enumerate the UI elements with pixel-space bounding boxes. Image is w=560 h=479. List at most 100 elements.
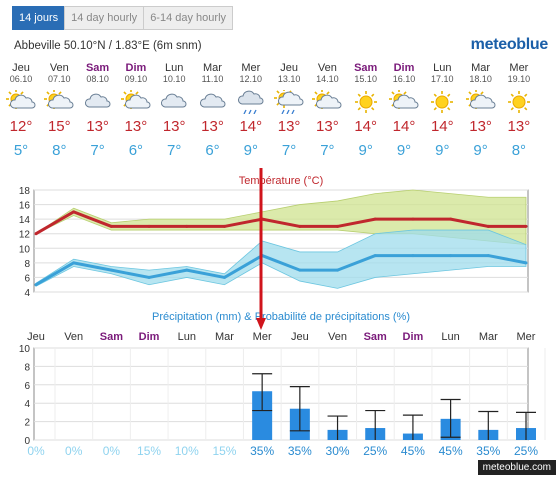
day-column[interactable]: Dim 16.10 14° 9° [385,62,423,160]
precipitation-probability-label: 0% [65,444,83,458]
temperature-point [411,217,415,221]
x-category-label: Dim [139,331,160,343]
brand-logo[interactable]: meteoblue [470,36,549,53]
day-name: Sam [354,62,378,74]
day-column[interactable]: Lun 10.10 13° 7° [155,62,193,160]
x-category-label: Mar [215,331,234,343]
day-name: Mar [471,62,491,74]
tab-6-14-day-hourly[interactable]: 6-14 day hourly [143,6,234,30]
day-column[interactable]: Ven 07.10 15° 8° [40,62,78,160]
min-temperature: 7° [281,142,297,159]
min-temperature: 7° [167,142,182,159]
temperature-point [373,254,377,258]
temperature-point [336,224,340,228]
cloud-icon [161,93,187,108]
day-date: 12.10 [239,74,263,84]
day-name: Mer [241,62,261,74]
day-column[interactable]: Lun 17.10 14° 9° [423,62,461,160]
precipitation-probability-label: 15% [212,444,236,458]
day-column[interactable]: Jeu 06.10 12° 5° [2,62,40,160]
day-column[interactable]: Mer 19.10 13° 8° [500,62,538,160]
precipitation-probability-label: 0% [27,444,45,458]
temperature-point [34,232,38,236]
day-date: 06.10 [9,74,33,84]
sun-cloud-icon [389,90,419,109]
day-name: Ven [49,62,69,74]
precipitation-error-bar [252,373,273,412]
cloud-icon [199,93,225,108]
day-date: 17.10 [431,74,454,84]
max-temperature: 15° [47,118,71,135]
max-temperature: 13° [277,118,301,135]
min-temperature: 6° [128,142,144,159]
precipitation-error-bar [327,415,348,440]
day-column[interactable]: Ven 14.10 13° 7° [308,62,346,160]
y-tick-label: 2 [24,418,30,429]
max-temperature: 13° [124,118,148,135]
temperature-point [449,217,453,221]
temperature-point [147,275,151,279]
x-category-label: Mer [517,331,536,343]
rain-cloud-icon [237,90,264,114]
temperature-point [336,268,340,272]
min-temperature: 9° [358,142,373,159]
day-column[interactable]: Jeu 13.10 13° 7° [270,62,308,160]
current-day-marker [256,168,266,330]
y-tick-label: 10 [19,244,31,255]
x-category-label: Jeu [291,331,309,343]
precipitation-probability-label: 0% [103,444,121,458]
daily-forecast-row: Jeu 06.10 12° 5° Ven 07.10 15° 8° Sam 08.10 13° 7° D… [6,62,546,162]
precipitation-probability-label: 30% [326,444,350,458]
sun-cloud-icon [465,90,496,109]
day-date: 15.10 [354,74,377,84]
sun-rain-icon [274,90,304,114]
temperature-point [72,210,76,214]
precipitation-probability-label: 15% [137,444,161,458]
day-date: 14.10 [316,74,339,84]
day-name: Lun [165,62,184,74]
day-column[interactable]: Sam 15.10 14° 9° [347,62,385,160]
x-category-label: Sam [100,331,123,343]
day-column[interactable]: Sam 08.10 13° 7° [79,62,117,160]
temperature-point [486,224,490,228]
tab-14-jours[interactable]: 14 jours [12,6,66,30]
sun-icon [431,91,454,113]
precipitation-error-bar [365,409,386,440]
precipitation-chart: Précipitation (mm) & Probabilité de préc… [19,311,546,458]
day-column[interactable]: Dim 09.10 13° 6° [117,62,155,160]
temperature-point [222,275,226,279]
day-date: 16.10 [392,74,416,84]
day-date: 09.10 [124,74,148,84]
max-temperature: 13° [201,118,224,135]
temperature-point [298,268,302,272]
day-name: Mer [509,62,529,74]
min-temperature: 7° [90,142,105,159]
sun-cloud-icon [120,90,151,109]
day-column[interactable]: Mar 11.10 13° 6° [194,62,232,160]
max-temperature: 13° [316,118,339,135]
min-temperature: 8° [52,142,67,159]
day-date: 10.10 [162,74,186,84]
temperature-point [109,224,113,228]
tab-14-day-hourly[interactable]: 14 day hourly [64,6,145,30]
min-temperature-line [35,254,527,287]
day-date: 18.10 [469,74,492,84]
day-name: Sam [85,62,110,74]
day-name: Lun [433,62,452,74]
day-column[interactable]: Mer 12.10 14° 9° [232,62,270,160]
day-column[interactable]: Mar 18.10 13° 9° [462,62,500,160]
precipitation-chart-title: Précipitation (mm) & Probabilité de préc… [152,311,410,323]
day-name: Jeu [280,62,298,74]
forecast-tabs: 14 jours 14 day hourly 6-14 day hourly [12,6,234,30]
temperature-point [486,254,490,258]
min-temperature: 8° [511,142,527,159]
min-temperature: 6° [205,142,220,159]
temperature-point [34,283,38,287]
sun-cloud-icon [312,90,342,109]
y-tick-label: 4 [24,399,30,410]
y-tick-label: 12 [19,230,31,241]
x-category-label: Lun [178,331,196,343]
day-date: 13.10 [277,74,301,84]
max-temperature: 14° [430,118,454,135]
footer-badge[interactable]: meteoblue.com [477,460,556,475]
